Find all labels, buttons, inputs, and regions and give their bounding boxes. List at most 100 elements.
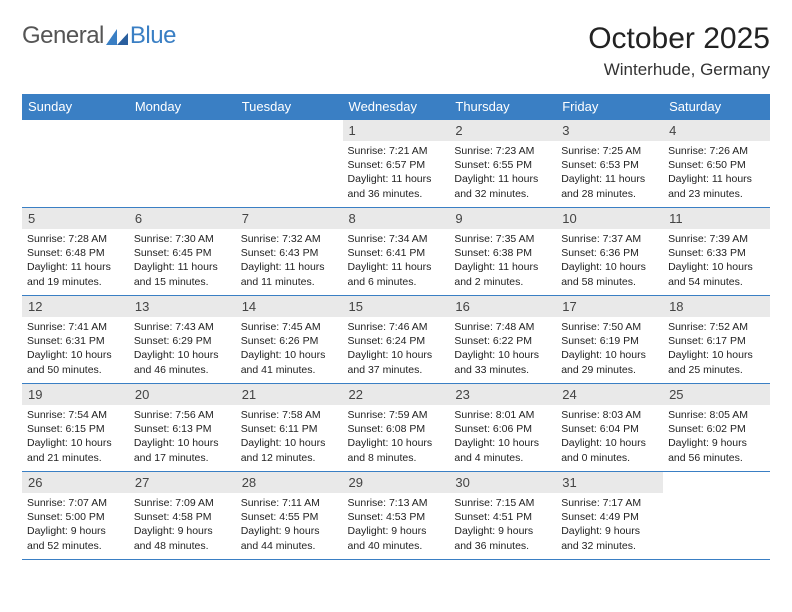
day-details: Sunrise: 8:01 AMSunset: 6:06 PMDaylight:… bbox=[449, 405, 556, 465]
sunrise-text: Sunrise: 7:43 AM bbox=[134, 320, 231, 334]
daylight-text: Daylight: 9 hours and 40 minutes. bbox=[348, 524, 445, 552]
sunrise-text: Sunrise: 7:35 AM bbox=[454, 232, 551, 246]
sunrise-text: Sunrise: 7:45 AM bbox=[241, 320, 338, 334]
calendar-day-cell: 4Sunrise: 7:26 AMSunset: 6:50 PMDaylight… bbox=[663, 120, 770, 208]
calendar-day-cell: 8Sunrise: 7:34 AMSunset: 6:41 PMDaylight… bbox=[343, 208, 450, 296]
day-number: 30 bbox=[449, 472, 556, 493]
day-details: Sunrise: 7:50 AMSunset: 6:19 PMDaylight:… bbox=[556, 317, 663, 377]
day-details: Sunrise: 7:28 AMSunset: 6:48 PMDaylight:… bbox=[22, 229, 129, 289]
day-details: Sunrise: 8:03 AMSunset: 6:04 PMDaylight:… bbox=[556, 405, 663, 465]
day-number: 13 bbox=[129, 296, 236, 317]
day-details: Sunrise: 7:09 AMSunset: 4:58 PMDaylight:… bbox=[129, 493, 236, 553]
sunset-text: Sunset: 6:15 PM bbox=[27, 422, 124, 436]
day-details: Sunrise: 7:52 AMSunset: 6:17 PMDaylight:… bbox=[663, 317, 770, 377]
sunrise-text: Sunrise: 7:13 AM bbox=[348, 496, 445, 510]
day-number: 9 bbox=[449, 208, 556, 229]
sunset-text: Sunset: 6:04 PM bbox=[561, 422, 658, 436]
sunset-text: Sunset: 6:08 PM bbox=[348, 422, 445, 436]
sunrise-text: Sunrise: 7:26 AM bbox=[668, 144, 765, 158]
header: General Blue October 2025 Winterhude, Ge… bbox=[22, 22, 770, 80]
sunrise-text: Sunrise: 8:05 AM bbox=[668, 408, 765, 422]
sunrise-text: Sunrise: 7:59 AM bbox=[348, 408, 445, 422]
calendar-day-cell: 13Sunrise: 7:43 AMSunset: 6:29 PMDayligh… bbox=[129, 296, 236, 384]
weekday-header: Thursday bbox=[449, 94, 556, 120]
daylight-text: Daylight: 9 hours and 52 minutes. bbox=[27, 524, 124, 552]
sunset-text: Sunset: 4:58 PM bbox=[134, 510, 231, 524]
daylight-text: Daylight: 11 hours and 23 minutes. bbox=[668, 172, 765, 200]
daylight-text: Daylight: 11 hours and 19 minutes. bbox=[27, 260, 124, 288]
day-number: 17 bbox=[556, 296, 663, 317]
daylight-text: Daylight: 9 hours and 56 minutes. bbox=[668, 436, 765, 464]
sunset-text: Sunset: 6:55 PM bbox=[454, 158, 551, 172]
calendar-day-cell: 21Sunrise: 7:58 AMSunset: 6:11 PMDayligh… bbox=[236, 384, 343, 472]
daylight-text: Daylight: 9 hours and 32 minutes. bbox=[561, 524, 658, 552]
calendar-day-cell: 30Sunrise: 7:15 AMSunset: 4:51 PMDayligh… bbox=[449, 472, 556, 560]
sunset-text: Sunset: 4:51 PM bbox=[454, 510, 551, 524]
calendar-day-cell bbox=[22, 120, 129, 208]
day-number: 10 bbox=[556, 208, 663, 229]
day-details: Sunrise: 7:58 AMSunset: 6:11 PMDaylight:… bbox=[236, 405, 343, 465]
calendar-day-cell: 18Sunrise: 7:52 AMSunset: 6:17 PMDayligh… bbox=[663, 296, 770, 384]
daylight-text: Daylight: 10 hours and 54 minutes. bbox=[668, 260, 765, 288]
day-number: 26 bbox=[22, 472, 129, 493]
title-block: October 2025 Winterhude, Germany bbox=[588, 22, 770, 80]
calendar-day-cell: 11Sunrise: 7:39 AMSunset: 6:33 PMDayligh… bbox=[663, 208, 770, 296]
day-number bbox=[22, 120, 129, 126]
calendar-day-cell: 28Sunrise: 7:11 AMSunset: 4:55 PMDayligh… bbox=[236, 472, 343, 560]
day-details: Sunrise: 7:34 AMSunset: 6:41 PMDaylight:… bbox=[343, 229, 450, 289]
day-number: 22 bbox=[343, 384, 450, 405]
sunset-text: Sunset: 6:24 PM bbox=[348, 334, 445, 348]
daylight-text: Daylight: 10 hours and 46 minutes. bbox=[134, 348, 231, 376]
day-details: Sunrise: 7:39 AMSunset: 6:33 PMDaylight:… bbox=[663, 229, 770, 289]
day-details: Sunrise: 7:41 AMSunset: 6:31 PMDaylight:… bbox=[22, 317, 129, 377]
daylight-text: Daylight: 10 hours and 58 minutes. bbox=[561, 260, 658, 288]
calendar-day-cell: 2Sunrise: 7:23 AMSunset: 6:55 PMDaylight… bbox=[449, 120, 556, 208]
day-details: Sunrise: 7:21 AMSunset: 6:57 PMDaylight:… bbox=[343, 141, 450, 201]
daylight-text: Daylight: 11 hours and 32 minutes. bbox=[454, 172, 551, 200]
day-number: 8 bbox=[343, 208, 450, 229]
calendar-day-cell: 26Sunrise: 7:07 AMSunset: 5:00 PMDayligh… bbox=[22, 472, 129, 560]
sunset-text: Sunset: 6:17 PM bbox=[668, 334, 765, 348]
calendar-day-cell: 5Sunrise: 7:28 AMSunset: 6:48 PMDaylight… bbox=[22, 208, 129, 296]
calendar-week-row: 19Sunrise: 7:54 AMSunset: 6:15 PMDayligh… bbox=[22, 384, 770, 472]
sunset-text: Sunset: 6:50 PM bbox=[668, 158, 765, 172]
sunrise-text: Sunrise: 8:01 AM bbox=[454, 408, 551, 422]
daylight-text: Daylight: 10 hours and 50 minutes. bbox=[27, 348, 124, 376]
day-details: Sunrise: 7:45 AMSunset: 6:26 PMDaylight:… bbox=[236, 317, 343, 377]
day-details: Sunrise: 7:26 AMSunset: 6:50 PMDaylight:… bbox=[663, 141, 770, 201]
sunset-text: Sunset: 6:36 PM bbox=[561, 246, 658, 260]
sunrise-text: Sunrise: 7:50 AM bbox=[561, 320, 658, 334]
day-number: 1 bbox=[343, 120, 450, 141]
calendar-day-cell: 10Sunrise: 7:37 AMSunset: 6:36 PMDayligh… bbox=[556, 208, 663, 296]
sunset-text: Sunset: 6:33 PM bbox=[668, 246, 765, 260]
daylight-text: Daylight: 10 hours and 12 minutes. bbox=[241, 436, 338, 464]
calendar-day-cell: 31Sunrise: 7:17 AMSunset: 4:49 PMDayligh… bbox=[556, 472, 663, 560]
sunrise-text: Sunrise: 7:34 AM bbox=[348, 232, 445, 246]
day-number: 16 bbox=[449, 296, 556, 317]
calendar-day-cell: 1Sunrise: 7:21 AMSunset: 6:57 PMDaylight… bbox=[343, 120, 450, 208]
sunrise-text: Sunrise: 7:15 AM bbox=[454, 496, 551, 510]
daylight-text: Daylight: 11 hours and 2 minutes. bbox=[454, 260, 551, 288]
calendar-day-cell: 20Sunrise: 7:56 AMSunset: 6:13 PMDayligh… bbox=[129, 384, 236, 472]
calendar-day-cell: 9Sunrise: 7:35 AMSunset: 6:38 PMDaylight… bbox=[449, 208, 556, 296]
calendar-week-row: 1Sunrise: 7:21 AMSunset: 6:57 PMDaylight… bbox=[22, 120, 770, 208]
daylight-text: Daylight: 11 hours and 36 minutes. bbox=[348, 172, 445, 200]
day-details: Sunrise: 8:05 AMSunset: 6:02 PMDaylight:… bbox=[663, 405, 770, 465]
day-details: Sunrise: 7:46 AMSunset: 6:24 PMDaylight:… bbox=[343, 317, 450, 377]
calendar-week-row: 12Sunrise: 7:41 AMSunset: 6:31 PMDayligh… bbox=[22, 296, 770, 384]
calendar-day-cell: 29Sunrise: 7:13 AMSunset: 4:53 PMDayligh… bbox=[343, 472, 450, 560]
sunrise-text: Sunrise: 7:58 AM bbox=[241, 408, 338, 422]
calendar-day-cell: 14Sunrise: 7:45 AMSunset: 6:26 PMDayligh… bbox=[236, 296, 343, 384]
day-number: 3 bbox=[556, 120, 663, 141]
calendar-day-cell: 23Sunrise: 8:01 AMSunset: 6:06 PMDayligh… bbox=[449, 384, 556, 472]
weekday-header: Saturday bbox=[663, 94, 770, 120]
sunrise-text: Sunrise: 7:32 AM bbox=[241, 232, 338, 246]
sunrise-text: Sunrise: 7:09 AM bbox=[134, 496, 231, 510]
day-details: Sunrise: 7:23 AMSunset: 6:55 PMDaylight:… bbox=[449, 141, 556, 201]
sunset-text: Sunset: 6:02 PM bbox=[668, 422, 765, 436]
logo-text-general: General bbox=[22, 22, 104, 50]
sunrise-text: Sunrise: 7:17 AM bbox=[561, 496, 658, 510]
day-number: 12 bbox=[22, 296, 129, 317]
weekday-header-row: Sunday Monday Tuesday Wednesday Thursday… bbox=[22, 94, 770, 120]
day-number: 25 bbox=[663, 384, 770, 405]
